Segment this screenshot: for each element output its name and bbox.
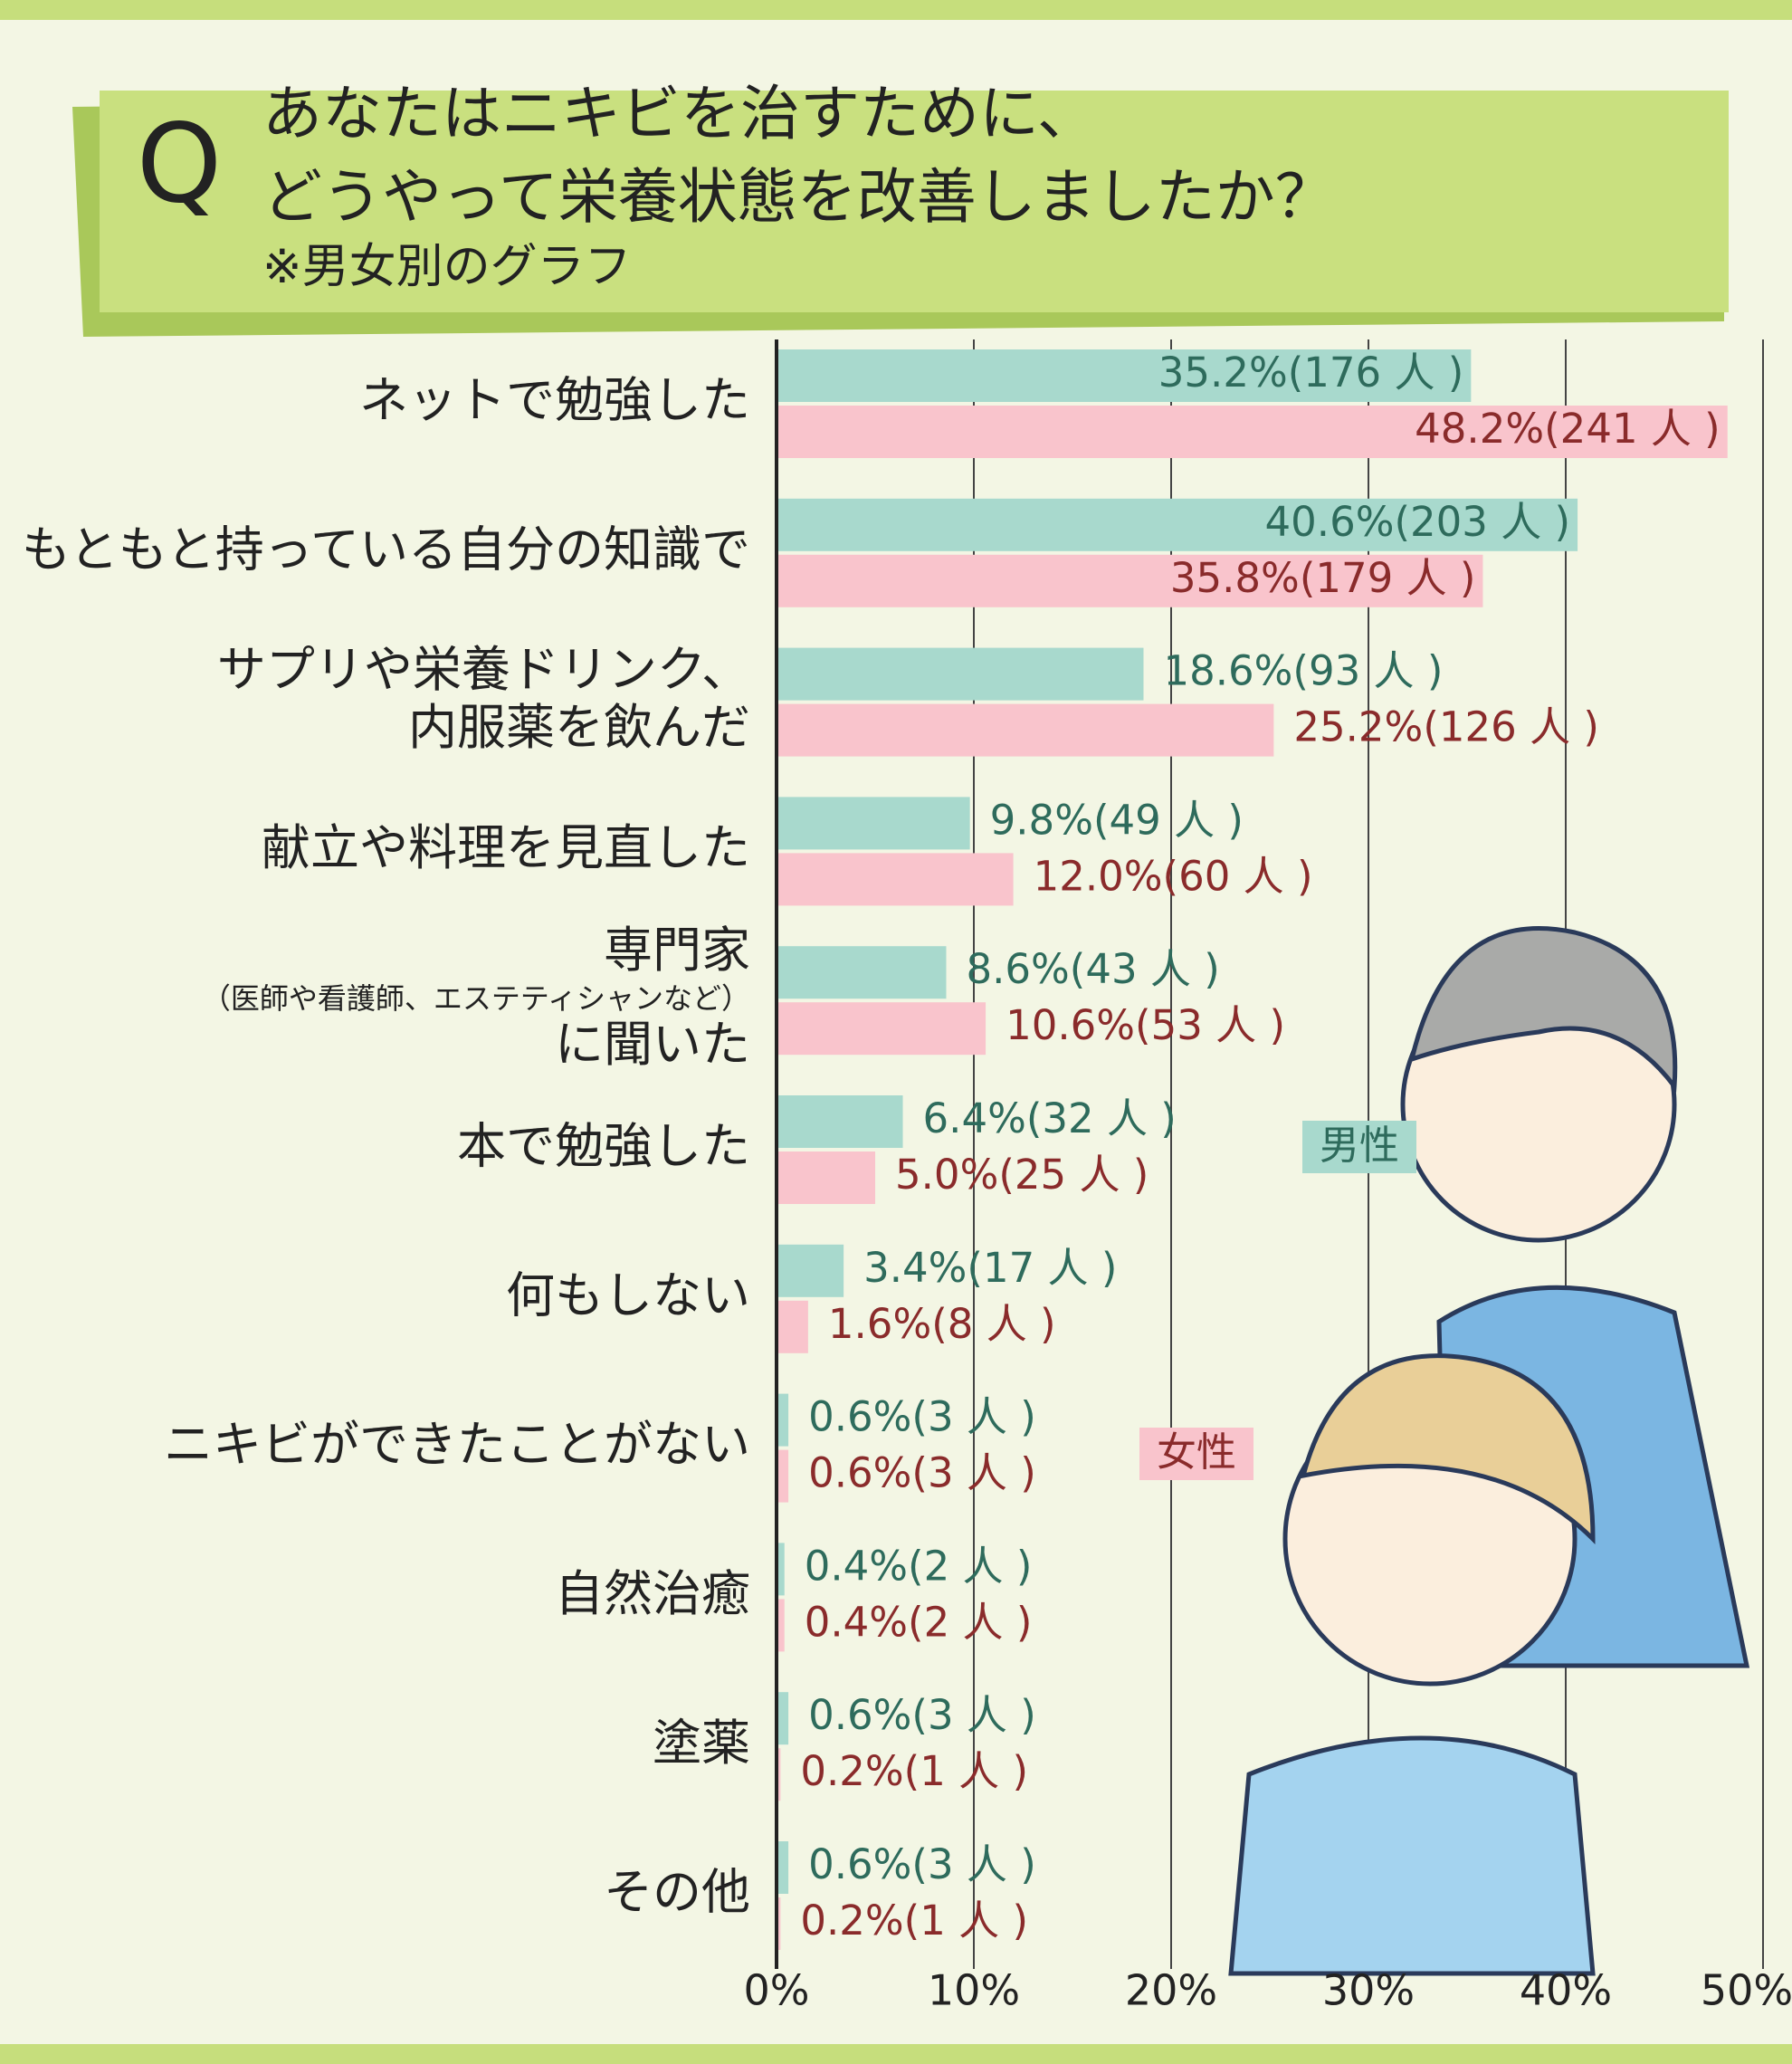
value-label: 0.2%(1 人 ) <box>800 1747 1028 1795</box>
value-label: 0.4%(2 人 ) <box>805 1542 1033 1590</box>
bar <box>777 1748 781 1801</box>
bar <box>777 1543 785 1596</box>
category-label: サプリや栄養ドリンク、 <box>217 641 750 698</box>
bar <box>777 1300 808 1353</box>
bar <box>777 1244 844 1297</box>
category-label: ネットで勉強した <box>359 372 750 429</box>
category-label: ニキビができたことがない <box>164 1416 750 1473</box>
value-label: 0.2%(1 人 ) <box>800 1897 1028 1945</box>
bar <box>777 1393 789 1447</box>
value-label: 0.6%(3 人 ) <box>808 1393 1036 1441</box>
x-tick-label: 0% <box>744 1966 810 2015</box>
value-label: 5.0%(25 人 ) <box>895 1151 1149 1199</box>
bar <box>777 554 1483 607</box>
bar <box>777 1449 789 1503</box>
category-label: 自然治癒 <box>555 1565 750 1622</box>
category-label: に聞いた <box>555 1016 750 1073</box>
banner <box>100 91 1729 312</box>
title-line: どうやって栄養状態を改善しましたか？ <box>262 162 1335 232</box>
category-label: その他 <box>604 1864 750 1921</box>
value-label: 40.6%(203 人 ) <box>1265 498 1571 546</box>
value-label: 9.8%(49 人 ) <box>990 796 1244 844</box>
value-label: 0.6%(3 人 ) <box>808 1691 1036 1739</box>
legend-label: 女性 <box>1157 1429 1236 1476</box>
category-label: 塗薬 <box>653 1715 750 1772</box>
x-tick-label: 50% <box>1701 1966 1792 2015</box>
bar <box>777 498 1578 551</box>
value-label: 3.4%(17 人 ) <box>863 1244 1117 1292</box>
bar <box>777 797 970 850</box>
value-label: 10.6%(53 人 ) <box>1006 1001 1285 1049</box>
legend-swatch <box>1302 1121 1416 1173</box>
bar <box>777 703 1274 757</box>
bar <box>777 1841 789 1894</box>
bar <box>777 946 947 999</box>
category-label: 何もしない <box>506 1266 750 1323</box>
bar <box>777 647 1144 701</box>
value-label: 35.2%(176 人 ) <box>1158 349 1464 397</box>
x-tick-label: 40% <box>1520 1966 1612 2015</box>
x-tick-label: 30% <box>1322 1966 1415 2015</box>
q-mark: Q <box>137 102 222 228</box>
value-label: 8.6%(43 人 ) <box>966 945 1219 993</box>
bar <box>777 853 1014 906</box>
value-label: 35.8%(179 人 ) <box>1170 554 1476 602</box>
category-label: 献立や料理を見直した <box>262 819 750 876</box>
value-label: 18.6%(93 人 ) <box>1163 647 1443 695</box>
x-tick-label: 20% <box>1125 1966 1217 2015</box>
category-label: 本で勉強した <box>457 1118 750 1175</box>
bar <box>777 1692 789 1745</box>
legend-swatch <box>1139 1428 1253 1480</box>
value-label: 6.4%(32 人 ) <box>923 1094 1177 1142</box>
subtitle: ※男女別のグラフ <box>262 240 632 294</box>
bar <box>777 1095 903 1148</box>
value-label: 0.6%(3 人 ) <box>808 1449 1036 1497</box>
bottom-stripe <box>0 2044 1792 2064</box>
value-label: 0.6%(3 人 ) <box>808 1840 1036 1888</box>
value-label: 0.4%(2 人 ) <box>805 1598 1033 1646</box>
value-label: 1.6%(8 人 ) <box>828 1300 1056 1348</box>
bar <box>777 1002 987 1056</box>
category-label: もともと持っている自分の知識で <box>22 521 750 578</box>
category-label: 専門家 <box>604 922 750 979</box>
bar <box>777 1897 781 1950</box>
value-label: 12.0%(60 人 ) <box>1034 852 1313 900</box>
title-line: あなたはニキビを治すために、 <box>262 79 1097 148</box>
bar <box>777 1599 785 1652</box>
category-label: （医師や看護師、エステティシャンなど） <box>202 981 750 1016</box>
bar <box>777 349 1472 402</box>
bar <box>777 1151 875 1204</box>
illustration <box>1228 926 1750 1976</box>
bar <box>777 406 1728 458</box>
top-stripe <box>0 0 1792 20</box>
x-tick-label: 10% <box>928 1966 1020 2015</box>
value-label: 48.2%(241 人 ) <box>1415 405 1721 453</box>
legend-label: 男性 <box>1320 1123 1399 1169</box>
value-label: 25.2%(126 人 ) <box>1293 703 1599 751</box>
category-label: 内服薬を飲んだ <box>408 699 750 756</box>
